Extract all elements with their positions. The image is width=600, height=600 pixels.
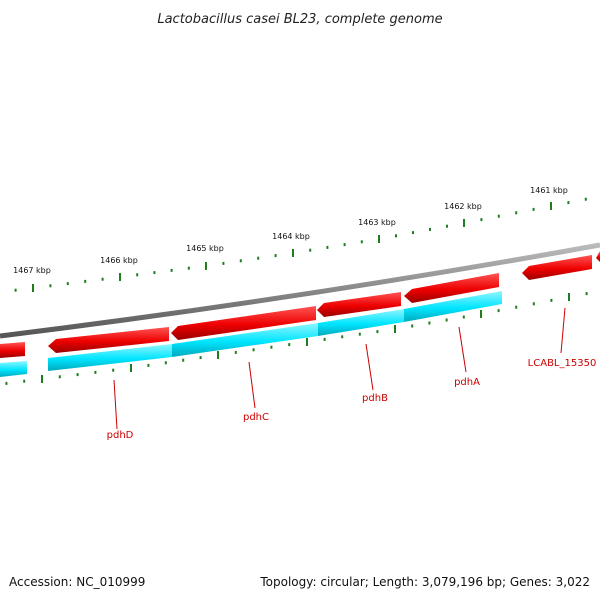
genome-backbone: [0, 242, 600, 339]
gene-label-pdhB: pdhB: [362, 393, 388, 404]
cds-track: [0, 251, 600, 358]
gene-label-pdhA: pdhA: [454, 377, 480, 388]
gene-label-LCABL_15350: LCABL_15350: [528, 358, 597, 369]
cds-feature-left-edge: [0, 342, 25, 358]
gene-label-pdhC: pdhC: [243, 412, 269, 423]
map-title: Lactobacillus casei BL23, complete genom…: [157, 12, 442, 27]
gene-label-pdhD: pdhD: [107, 430, 134, 441]
gene-label-leader-pdhA: [458, 326, 467, 373]
gene-feature-pdhC: [172, 323, 318, 357]
tick-label-1465: 1465 kbp: [186, 244, 224, 253]
tick-label-1462: 1462 kbp: [444, 202, 482, 211]
gene-label-leader-pdhD: [113, 379, 118, 430]
gene-track: [0, 291, 502, 377]
gene-labels: pdhD pdhC pdhB pdhA LCABL_15350: [107, 307, 597, 441]
genome-summary-text: Topology: circular; Length: 3,079,196 bp…: [260, 575, 590, 589]
tick-label-1464: 1464 kbp: [272, 232, 310, 241]
gene-label-leader-pdhB: [365, 343, 374, 391]
gene-feature-left-edge: [0, 361, 27, 377]
accession-text: Accession: NC_010999: [9, 575, 146, 589]
cds-feature-pdhA: [404, 273, 499, 303]
cds-feature-LCABL_15350: [522, 255, 592, 280]
tick-label-1461: 1461 kbp: [530, 186, 568, 195]
inner-tick-ring: [5, 292, 588, 385]
tick-label-1467: 1467 kbp: [13, 266, 51, 275]
cds-feature-pdhB: [317, 292, 401, 317]
tick-label-1466: 1466 kbp: [100, 256, 138, 265]
gene-label-leader-LCABL_15350: [560, 307, 566, 354]
gene-feature-pdhB: [318, 309, 404, 336]
cds-feature-pdhD: [48, 327, 169, 353]
cds-feature-right-edge: [596, 251, 600, 262]
outer-tick-ring: [14, 197, 587, 292]
tick-label-group: 1461 kbp 1462 kbp 1463 kbp 1464 kbp 1465 kbp…: [13, 186, 568, 275]
gene-feature-pdhD: [48, 344, 172, 371]
tick-label-1463: 1463 kbp: [358, 218, 396, 227]
gene-label-leader-pdhC: [248, 361, 256, 409]
cds-feature-pdhC: [171, 306, 316, 340]
gene-feature-pdhA: [404, 291, 502, 322]
